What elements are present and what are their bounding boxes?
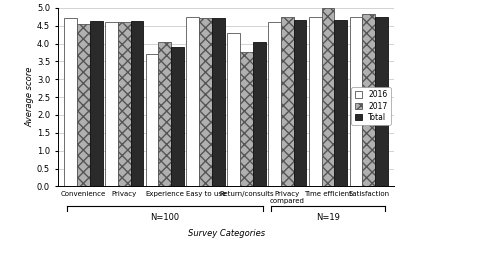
Bar — [240, 52, 252, 186]
Bar — [145, 54, 158, 186]
Bar — [130, 21, 143, 186]
Bar — [252, 42, 265, 186]
Text: N=100: N=100 — [150, 213, 179, 222]
Bar — [186, 17, 199, 186]
Bar — [321, 8, 334, 186]
Bar — [212, 18, 225, 186]
Bar — [118, 22, 130, 186]
Bar — [308, 17, 321, 186]
Bar — [227, 33, 240, 186]
Bar — [158, 42, 171, 186]
Legend: 2016, 2017, Total: 2016, 2017, Total — [351, 87, 390, 125]
Bar — [361, 14, 374, 186]
Bar — [349, 17, 361, 186]
Bar — [280, 17, 293, 186]
Bar — [267, 22, 280, 186]
Text: Survey Categories: Survey Categories — [187, 229, 264, 238]
Bar — [171, 47, 184, 186]
Y-axis label: Average score: Average score — [25, 67, 34, 127]
Bar — [64, 18, 77, 186]
Bar — [374, 17, 387, 186]
Bar — [77, 24, 90, 186]
Bar — [105, 22, 118, 186]
Bar — [334, 20, 347, 186]
Bar — [90, 21, 102, 186]
Text: N=19: N=19 — [315, 213, 339, 222]
Bar — [293, 20, 306, 186]
Bar — [199, 18, 212, 186]
